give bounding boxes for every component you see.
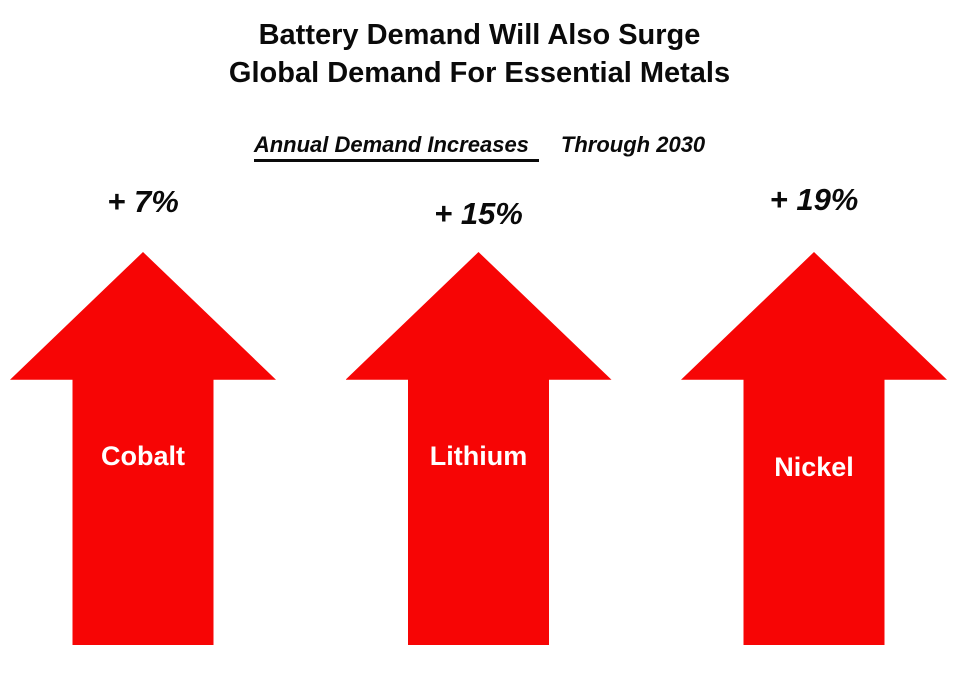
subtitle-rest-text: Through 2030 [560, 132, 706, 157]
arrow-cobalt: Cobalt [10, 252, 276, 645]
arrows-row: + 7% Cobalt + 15% Lithium + 19% Nickel [0, 182, 959, 645]
column-cobalt: + 7% Cobalt [10, 184, 276, 645]
arrow-lithium: Lithium [345, 252, 612, 645]
page-title-line-2: Global Demand For Essential Metals [228, 57, 731, 89]
percent-label-lithium: + 15% [434, 196, 523, 231]
metal-label-nickel: Nickel [774, 452, 854, 483]
percent-label-cobalt: + 7% [107, 184, 179, 219]
metal-label-cobalt: Cobalt [101, 440, 185, 471]
arrow-nickel: Nickel [681, 252, 947, 645]
percent-label-nickel: + 19% [769, 182, 859, 217]
column-lithium: + 15% Lithium [345, 188, 612, 645]
page-title-line-1: Battery Demand Will Also Surge [258, 19, 701, 51]
subtitle: Annual Demand Increases Through 2030 [0, 132, 959, 162]
metal-label-lithium: Lithium [429, 440, 528, 471]
subtitle-underlined-text: Annual Demand Increases [253, 132, 539, 162]
title-block: Battery Demand Will Also Surge Global De… [0, 0, 959, 92]
column-nickel: + 19% Nickel [681, 182, 947, 645]
